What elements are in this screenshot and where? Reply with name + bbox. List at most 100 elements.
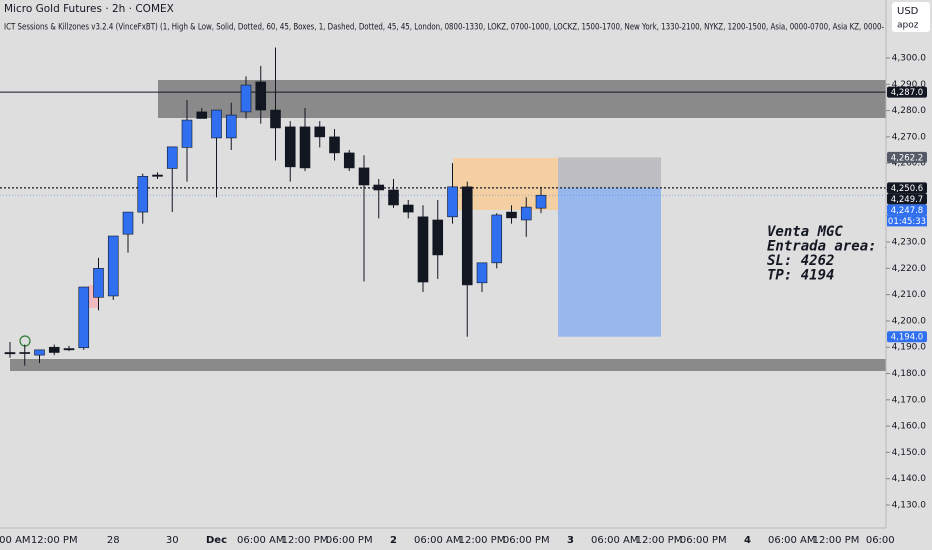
candle-body bbox=[93, 268, 104, 298]
candle-body bbox=[447, 186, 458, 218]
candle-body bbox=[506, 211, 517, 219]
candle-body bbox=[461, 186, 473, 286]
countdown-tag bbox=[887, 215, 927, 227]
candle-body bbox=[491, 214, 503, 264]
candle-body bbox=[432, 219, 444, 256]
price-tag-label: 4,287.0 bbox=[891, 88, 923, 98]
x-tick-label: 12:00 PM bbox=[459, 535, 506, 546]
x-tick-label: 06:00 bbox=[866, 535, 895, 546]
y-tick-label: 4,260.0 bbox=[892, 159, 927, 169]
indicator-legend: ICT Sessions & Killzones v3.2.4 (VinceFx… bbox=[4, 22, 884, 33]
candle-body bbox=[402, 204, 414, 213]
candle-body bbox=[358, 167, 370, 186]
x-tick-label: 30 bbox=[166, 535, 179, 546]
candle-body bbox=[535, 194, 547, 209]
x-tick-label: 12:00 PM bbox=[31, 535, 78, 546]
candle-body bbox=[78, 286, 90, 349]
currency: USD bbox=[897, 6, 919, 17]
x-tick-label: 06:00 AM bbox=[591, 535, 638, 546]
x-tick-label: 12:00 PM bbox=[282, 535, 329, 546]
position-reward bbox=[558, 187, 661, 337]
annotation-text: SL: 4262 bbox=[767, 253, 834, 269]
candle-body bbox=[211, 109, 222, 139]
annotation-text: Venta MGC bbox=[767, 224, 843, 240]
candle-body bbox=[284, 126, 296, 168]
demand-zone bbox=[10, 359, 886, 371]
y-tick-label: 4,130.0 bbox=[892, 500, 927, 510]
price-tag-label: 4,249.7 bbox=[891, 195, 923, 205]
price-tag bbox=[887, 331, 927, 343]
candle-body bbox=[299, 126, 311, 169]
user: apoz bbox=[897, 21, 919, 31]
chart-title: Micro Gold Futures · 2h · COMEX bbox=[4, 3, 174, 15]
currency-box bbox=[892, 2, 930, 32]
price-tag-label: 4,247.8 bbox=[891, 206, 923, 216]
killzone-box bbox=[88, 285, 98, 308]
x-tick-label: 06:00 PM bbox=[680, 535, 727, 546]
price-tag-label: 4,194.0 bbox=[891, 333, 923, 343]
price-tag bbox=[887, 86, 927, 98]
x-tick-label: 6:00 AM bbox=[0, 535, 31, 546]
annotation-text: TP: 4194 bbox=[767, 268, 834, 284]
candle-body bbox=[520, 206, 532, 221]
x-tick-label: 28 bbox=[107, 535, 120, 546]
header: Micro Gold Futures · 2h · COMEX ICT Sess… bbox=[4, 3, 884, 33]
candle-body bbox=[166, 146, 178, 169]
price-tag bbox=[887, 182, 927, 194]
candle-body bbox=[34, 349, 45, 356]
price-tag-label: 4,262.2 bbox=[891, 153, 923, 163]
price-tag bbox=[887, 193, 927, 205]
x-tick-label: 06:00 PM bbox=[326, 535, 373, 546]
y-tick-label: 4,230.0 bbox=[892, 238, 927, 248]
y-tick-label: 4,200.0 bbox=[892, 316, 927, 326]
y-tick-label: 4,140.0 bbox=[892, 474, 927, 484]
supply-zone bbox=[158, 80, 886, 118]
price-tag bbox=[887, 204, 927, 216]
candle-body bbox=[181, 119, 193, 148]
candle-body bbox=[107, 235, 119, 297]
price-tag-label: 4,250.6 bbox=[891, 184, 923, 194]
x-tick-label: 3 bbox=[567, 535, 574, 546]
annotation-text: Entrada area: 424 bbox=[767, 239, 910, 255]
candle-body bbox=[196, 111, 208, 119]
x-tick-label: 06:00 PM bbox=[503, 535, 550, 546]
y-tick-label: 4,150.0 bbox=[892, 448, 927, 458]
y-tick-label: 4,190.0 bbox=[892, 343, 927, 353]
candle-body bbox=[343, 152, 355, 169]
candle-body bbox=[122, 211, 134, 235]
y-tick-label: 4,220.0 bbox=[892, 264, 927, 274]
position-risk bbox=[558, 157, 661, 188]
candle-body bbox=[417, 216, 429, 283]
candle-body bbox=[225, 114, 237, 139]
candle-body bbox=[4, 352, 16, 355]
candle-body bbox=[373, 184, 385, 191]
x-tick-label: 06:00 AM bbox=[414, 535, 461, 546]
candle-body bbox=[255, 81, 267, 111]
candle-body bbox=[19, 352, 31, 354]
y-tick-label: 4,180.0 bbox=[892, 369, 927, 379]
candle-body bbox=[240, 84, 252, 113]
time-axis-panel bbox=[0, 528, 886, 550]
x-tick-label: 4 bbox=[744, 535, 751, 546]
x-tick-label: 12:00 PM bbox=[636, 535, 683, 546]
candle-body bbox=[48, 346, 60, 353]
y-tick-label: 4,300.0 bbox=[892, 54, 927, 64]
candle-body bbox=[152, 174, 163, 177]
y-tick-label: 4,170.0 bbox=[892, 395, 927, 405]
x-tick-label: 06:00 AM bbox=[768, 535, 815, 546]
x-tick-label: 12:00 PM bbox=[813, 535, 860, 546]
candle-body bbox=[63, 348, 75, 351]
x-tick-label: 2 bbox=[390, 535, 397, 546]
candle-body bbox=[270, 109, 281, 129]
price-tag bbox=[887, 151, 927, 163]
candle-body bbox=[388, 189, 399, 206]
y-tick-label: 4,210.0 bbox=[892, 290, 927, 300]
candle-body bbox=[314, 126, 326, 138]
countdown: 01:45:33 bbox=[888, 217, 926, 227]
y-tick-label: 4,280.0 bbox=[892, 106, 927, 116]
candle-body bbox=[476, 262, 488, 284]
y-tick-label: 4,290.0 bbox=[892, 80, 927, 90]
y-tick-label: 4,270.0 bbox=[892, 132, 927, 142]
